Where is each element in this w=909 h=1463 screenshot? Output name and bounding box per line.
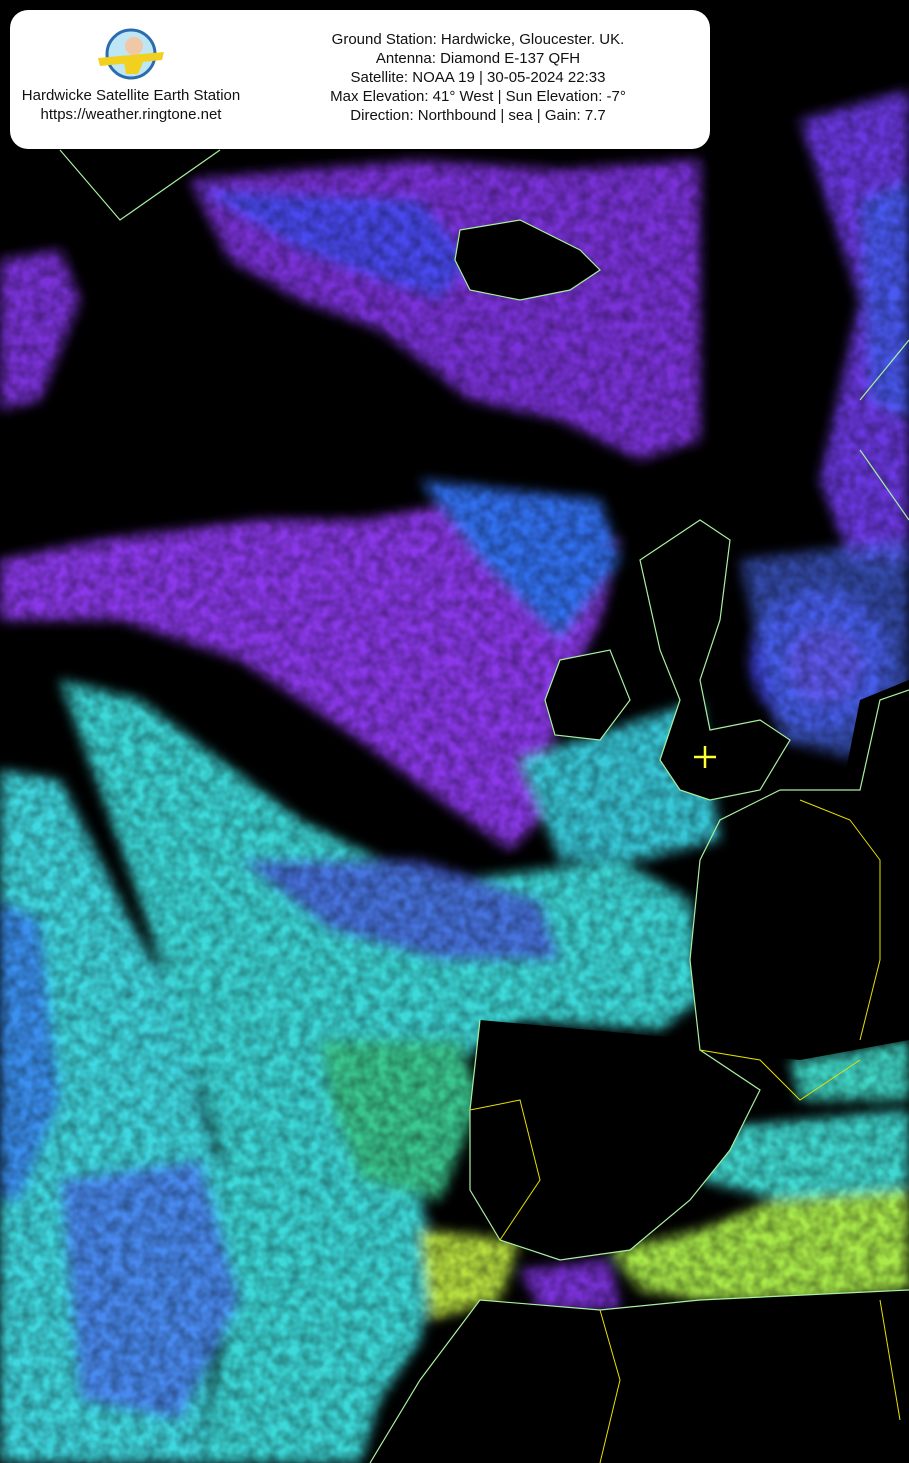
land-masks [370,220,909,1463]
direction-line: Direction: Northbound | sea | Gain: 7.7 [350,107,606,124]
satellite-line: Satellite: NOAA 19 | 30-05-2024 22:33 [350,69,606,86]
station-identity: Hardwicke Satellite Earth Station https:… [20,86,242,124]
website-link[interactable]: https://weather.ringtone.net [40,106,222,123]
borders [469,799,901,1463]
elevation-line: Max Elevation: 41° West | Sun Elevation:… [330,88,626,105]
pass-details: Ground Station: Hardwicke, Gloucester. U… [280,30,676,125]
station-name: Hardwicke Satellite Earth Station [21,87,241,104]
ground-station-line: Ground Station: Hardwicke, Gloucester. U… [331,31,625,48]
ground-station-crosshair-icon [694,746,716,768]
coastlines [59,149,909,1463]
phobic-flyer-logo [98,28,164,80]
info-panel: Hardwicke Satellite Earth Station https:… [10,10,710,149]
antenna-line: Antenna: Diamond E-137 QFH [375,50,581,67]
